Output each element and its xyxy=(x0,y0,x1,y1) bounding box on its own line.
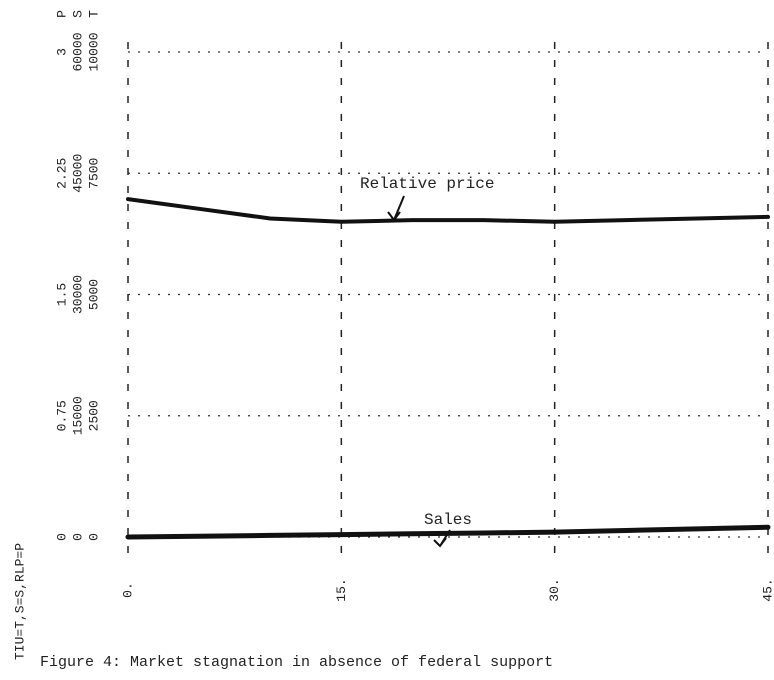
arrow xyxy=(387,195,405,222)
x-tick-label: 45. xyxy=(760,578,774,601)
annotation: Relative price xyxy=(360,175,494,193)
y-tick-label: 5000 xyxy=(86,279,101,310)
arrow xyxy=(433,529,451,548)
y-tick-label: 1.5 xyxy=(54,283,69,306)
y-tick-label: 15000 xyxy=(70,396,85,435)
scale-letter: T xyxy=(86,10,101,18)
y-tick-label: 60000 xyxy=(70,32,85,71)
y-tick-label: 2.25 xyxy=(54,158,69,189)
annotation: Sales xyxy=(424,511,472,529)
x-tick-label: 30. xyxy=(547,578,562,601)
axis-legend: TIU=T,S=S,RLP=P xyxy=(12,543,27,660)
scale-letter: P xyxy=(54,10,69,18)
x-tick-label: 15. xyxy=(334,578,349,601)
y-tick-label: 0 xyxy=(86,533,101,541)
y-tick-label: 7500 xyxy=(86,158,101,189)
y-tick-label: 0 xyxy=(54,533,69,541)
series-line xyxy=(126,197,770,224)
y-tick-label: 30000 xyxy=(70,275,85,314)
y-tick-label: 45000 xyxy=(70,154,85,193)
scale-letter: S xyxy=(70,10,85,18)
y-tick-label: 0 xyxy=(70,533,85,541)
y-tick-label: 0.75 xyxy=(54,400,69,431)
y-tick-label: 3 xyxy=(54,48,69,56)
caption: Figure 4: Market stagnation in absence o… xyxy=(40,654,553,671)
x-tick-label: 0. xyxy=(120,582,135,598)
y-tick-label: 2500 xyxy=(86,400,101,431)
y-tick-label: 10000 xyxy=(86,32,101,71)
